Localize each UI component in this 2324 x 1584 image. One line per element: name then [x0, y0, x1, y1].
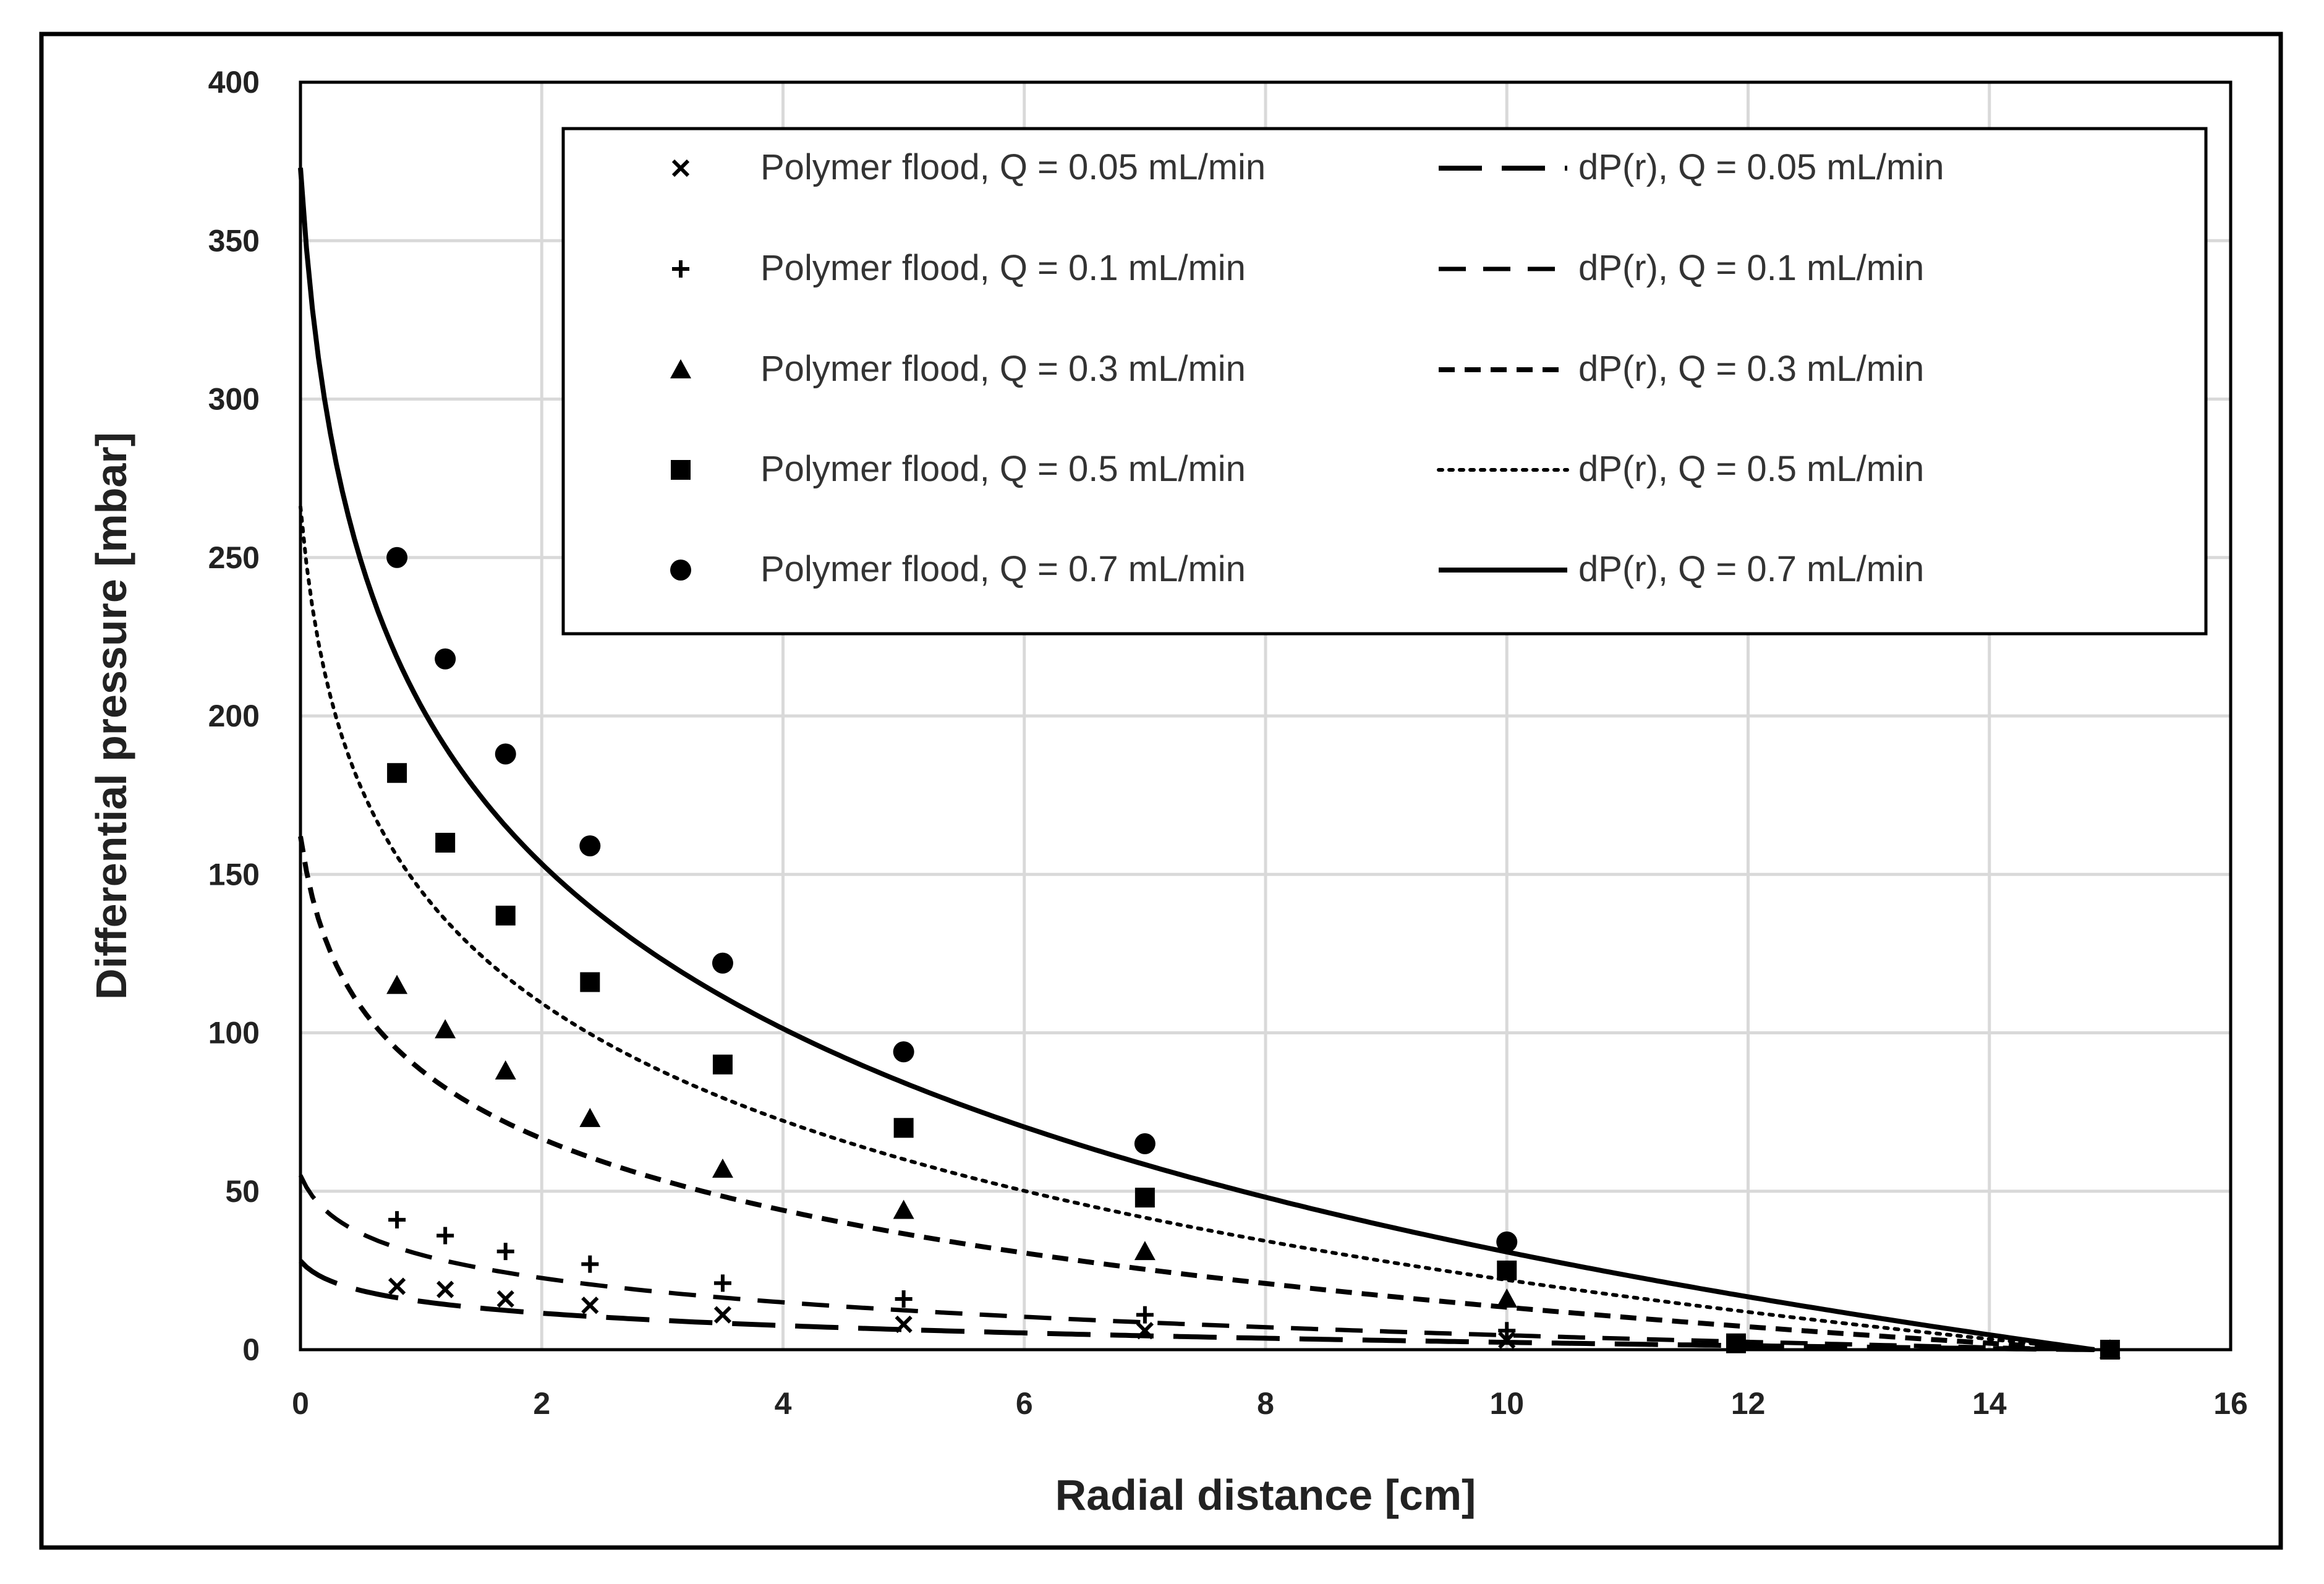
x-tick-label: 12 — [1731, 1386, 1766, 1421]
legend-box — [561, 127, 2208, 636]
legend-label: dP(r), Q = 0.5 mL/min — [1578, 449, 1924, 489]
curve-line — [299, 1259, 2095, 1352]
data-point-square — [1726, 1333, 1746, 1353]
x-tick-label: 0 — [292, 1386, 309, 1421]
data-point-triangle — [386, 974, 408, 994]
legend-label: Polymer flood, Q = 0.3 mL/min — [760, 349, 1246, 389]
curve-line — [298, 168, 2095, 1352]
data-markers — [386, 547, 2121, 1360]
data-point-square — [1134, 1188, 1155, 1207]
data-point-plus — [895, 1290, 913, 1308]
y-tick-label: 100 — [208, 1016, 260, 1050]
data-point-triangle — [495, 1060, 516, 1079]
data-point-plus — [496, 1243, 514, 1261]
data-point-triangle — [893, 1199, 914, 1219]
data-point-plus — [436, 1227, 454, 1245]
data-point-square — [2100, 1340, 2120, 1360]
data-point-triangle — [1496, 1288, 1518, 1308]
data-point-square — [1497, 1260, 1517, 1280]
legend-marker-plus — [672, 260, 689, 278]
x-tick-label: 16 — [2213, 1386, 2248, 1421]
x-tick-label: 2 — [533, 1386, 550, 1421]
x-tick-label: 4 — [775, 1386, 792, 1421]
axis-ticks: 0 2 4 6 8 10 12 14 16 0 50 100 150 200 250 300 350 400 — [208, 65, 2248, 1421]
legend-marker-circle — [670, 560, 691, 581]
x-tick-label: 10 — [1489, 1386, 1524, 1421]
data-point-plus — [388, 1211, 406, 1228]
data-point-circle — [579, 835, 601, 857]
y-tick-label: 400 — [208, 65, 260, 100]
data-point-circle — [386, 547, 408, 568]
y-tick-label: 150 — [208, 857, 260, 892]
data-point-triangle — [579, 1107, 601, 1127]
data-point-square — [495, 905, 516, 926]
legend-label: dP(r), Q = 0.05 mL/min — [1578, 147, 1944, 187]
data-point-circle — [435, 648, 456, 670]
data-point-x — [496, 1290, 514, 1308]
y-tick-label: 0 — [242, 1332, 260, 1367]
fitted-curves — [298, 168, 2096, 1352]
x-tick-label: 14 — [1972, 1386, 2007, 1421]
legend-label: Polymer flood, Q = 0.7 mL/min — [760, 549, 1246, 589]
legend-label: Polymer flood, Q = 0.05 mL/min — [760, 147, 1266, 187]
x-axis-title: Radial distance [cm] — [1055, 1471, 1476, 1519]
curve-line — [299, 505, 2096, 1352]
legend-label: dP(r), Q = 0.1 mL/min — [1578, 248, 1924, 288]
data-point-plus — [1498, 1322, 1516, 1340]
legend-label: Polymer flood, Q = 0.5 mL/min — [760, 449, 1246, 489]
data-point-x — [436, 1280, 454, 1298]
data-point-circle — [712, 952, 733, 974]
data-point-x — [581, 1297, 599, 1314]
data-point-x — [713, 1306, 732, 1324]
data-point-plus — [581, 1255, 599, 1273]
plot-area — [299, 80, 2232, 1352]
data-point-square — [387, 763, 407, 783]
data-point-square — [712, 1054, 733, 1075]
x-tick-label: 8 — [1257, 1386, 1274, 1421]
data-point-square — [580, 972, 600, 992]
y-axis-title: Differential pressure [mbar] — [87, 432, 135, 1000]
data-point-triangle — [1134, 1241, 1156, 1261]
curve-line — [298, 836, 2095, 1352]
legend-label: dP(r), Q = 0.3 mL/min — [1578, 349, 1924, 389]
legend: Polymer flood, Q = 0.05 mL/min Polymer fl… — [561, 127, 2208, 636]
data-point-circle — [495, 743, 516, 765]
data-point-x — [1136, 1322, 1154, 1340]
data-point-plus — [1136, 1306, 1154, 1324]
y-tick-label: 300 — [208, 382, 260, 417]
legend-label: dP(r), Q = 0.7 mL/min — [1578, 549, 1924, 589]
data-point-square — [893, 1118, 914, 1138]
data-point-plus — [713, 1274, 731, 1292]
legend-marker-square — [671, 460, 691, 480]
data-point-x — [1498, 1331, 1516, 1349]
data-point-x — [895, 1315, 913, 1334]
legend-marker-x — [671, 159, 690, 177]
y-tick-label: 350 — [208, 223, 260, 258]
legend-label: Polymer flood, Q = 0.1 mL/min — [760, 248, 1246, 288]
data-point-circle — [1496, 1231, 1518, 1253]
y-tick-label: 50 — [225, 1174, 260, 1209]
data-point-circle — [893, 1041, 914, 1063]
data-point-triangle — [712, 1158, 733, 1178]
data-point-x — [388, 1277, 406, 1295]
data-point-circle — [1134, 1133, 1156, 1154]
legend-marker-triangle — [670, 359, 691, 378]
data-point-square — [435, 833, 456, 853]
data-point-triangle — [435, 1019, 456, 1039]
y-tick-label: 250 — [208, 540, 260, 575]
x-tick-label: 6 — [1016, 1386, 1033, 1421]
curve-line — [298, 1174, 2095, 1352]
y-tick-label: 200 — [208, 699, 260, 733]
